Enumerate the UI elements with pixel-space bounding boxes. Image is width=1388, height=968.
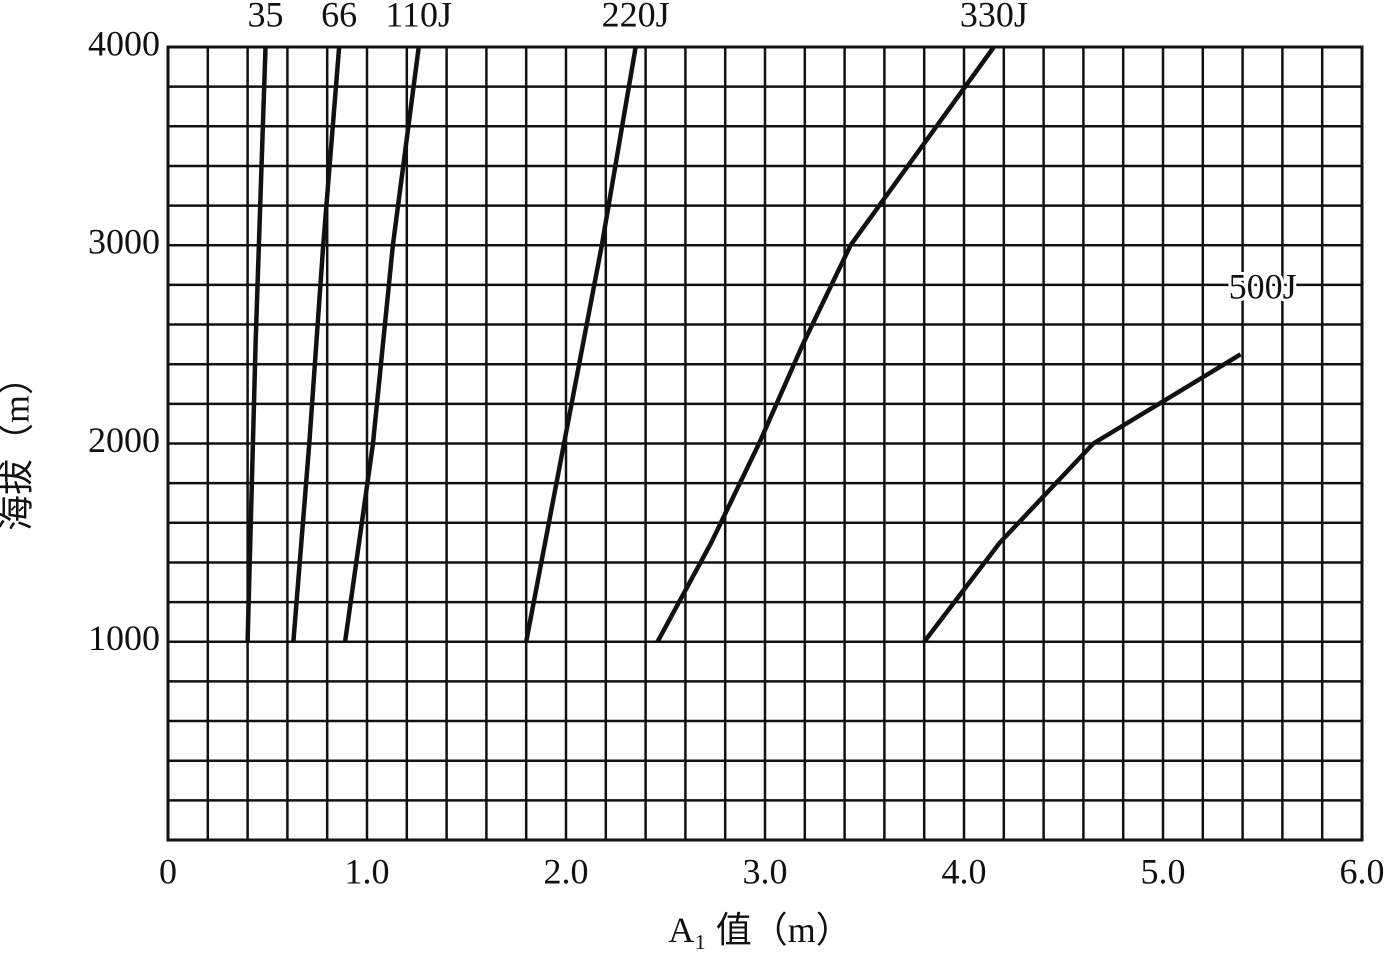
series-line <box>291 46 342 642</box>
series-line <box>342 46 421 643</box>
y-tick-label: 1000 <box>88 618 160 658</box>
series-line <box>245 46 268 642</box>
x-tick-label: 0 <box>159 851 177 891</box>
y-tick-label: 3000 <box>88 222 160 262</box>
y-tick-label: 4000 <box>88 23 160 63</box>
x-tick-label: 1.0 <box>345 851 390 891</box>
x-tick-label: 3.0 <box>743 851 788 891</box>
series-line <box>922 352 1242 644</box>
x-tick-label: 6.0 <box>1340 851 1385 891</box>
y-axis-label: 海拔（m） <box>0 359 36 531</box>
series-label: 330J <box>960 0 1028 34</box>
series-label: 500J <box>1229 267 1297 307</box>
x-axis-label: A₁ 值（m） <box>668 910 852 950</box>
series-label: 220J <box>602 0 670 34</box>
x-tick-label: 4.0 <box>942 851 987 891</box>
series-label: 35 <box>248 0 284 34</box>
x-tick-label: 5.0 <box>1141 851 1186 891</box>
plot-frame <box>166 45 1364 842</box>
series-line <box>523 46 638 643</box>
series-label: 66 <box>321 0 357 34</box>
series-line <box>655 45 996 643</box>
x-tick-label: 2.0 <box>544 851 589 891</box>
series-label: 110J <box>385 0 452 34</box>
y-tick-label: 2000 <box>88 420 160 460</box>
